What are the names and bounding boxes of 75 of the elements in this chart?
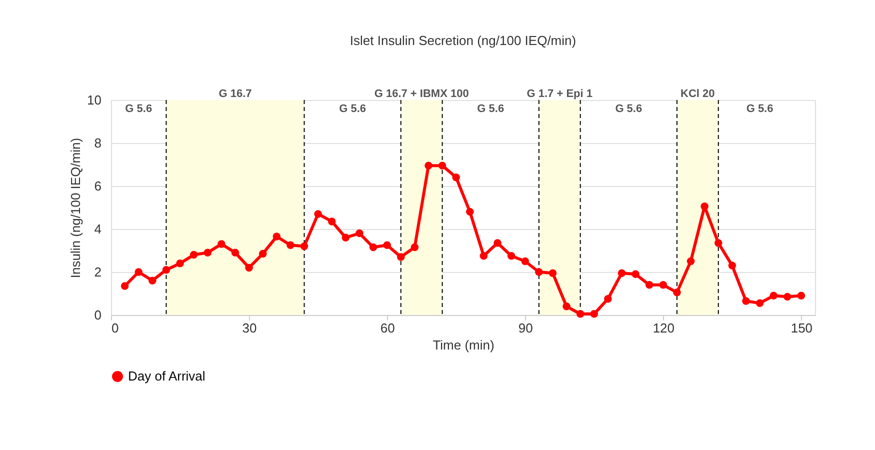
point	[162, 266, 170, 274]
point	[548, 269, 557, 277]
y-tick-label: 2	[94, 264, 102, 280]
x-tick-label: 60	[380, 320, 395, 336]
point	[714, 239, 722, 247]
y-tick-label: 10	[87, 92, 102, 108]
annotation: G 5.6	[477, 103, 504, 115]
point	[314, 210, 322, 218]
point	[590, 310, 598, 318]
point	[204, 248, 212, 257]
point	[562, 302, 570, 310]
point	[438, 162, 446, 170]
point	[452, 174, 460, 182]
point	[494, 239, 502, 247]
x-axis-title: Time (min)	[432, 338, 494, 352]
point	[770, 292, 778, 300]
point	[231, 248, 240, 257]
point	[148, 276, 156, 284]
x-tick-label: 150	[790, 320, 813, 336]
point	[245, 264, 253, 272]
y-tick-label: 6	[94, 178, 102, 194]
band-label: G 16.7	[218, 88, 252, 100]
point	[286, 241, 294, 249]
point	[328, 218, 336, 226]
point	[535, 268, 543, 276]
legend-label: Day of Arrival	[128, 368, 206, 384]
point	[632, 270, 640, 278]
point	[410, 243, 419, 252]
point	[134, 268, 142, 276]
point	[521, 257, 529, 266]
point	[218, 240, 226, 248]
point	[645, 281, 654, 289]
point	[272, 232, 281, 240]
point	[576, 310, 584, 318]
annotation: G 5.6	[125, 103, 152, 115]
point	[258, 250, 267, 258]
band-label: KCl 20	[680, 88, 715, 100]
point	[480, 252, 488, 260]
point	[756, 299, 764, 308]
point	[673, 288, 681, 296]
annotation: G 5.6	[615, 103, 642, 115]
y-tick-label: 8	[94, 136, 102, 150]
annotation: G 5.6	[746, 103, 774, 115]
band-label: G 1.7 + Epi 1	[526, 88, 592, 100]
y-tick-label: 4	[94, 222, 102, 236]
chart-title: Islet Insulin Secretion (ng/100 IEQ/min)	[350, 33, 576, 48]
point	[686, 257, 695, 266]
point	[424, 162, 432, 170]
point	[356, 229, 364, 238]
point	[604, 295, 612, 303]
point	[659, 281, 668, 289]
point	[742, 297, 750, 305]
x-tick-label: 120	[652, 320, 675, 336]
point	[466, 208, 474, 216]
x-tick-label: 30	[242, 320, 257, 336]
x-tick-label: 0	[112, 320, 119, 336]
point	[700, 202, 708, 210]
y-axis-title: Insulin (ng/100 IEQ/min)	[68, 138, 84, 278]
point	[784, 292, 792, 301]
point	[300, 242, 308, 250]
point	[383, 241, 391, 249]
band-label: G 16.7 + IBMX 100	[374, 88, 469, 100]
point	[728, 262, 736, 270]
point	[618, 269, 626, 277]
point	[190, 250, 198, 259]
point	[369, 243, 378, 252]
point	[507, 252, 516, 260]
point	[176, 260, 184, 268]
y-tick-label: 0	[94, 308, 102, 322]
x-tick-label: 90	[518, 320, 533, 336]
point	[797, 292, 806, 300]
annotation: G 5.6	[339, 103, 366, 115]
point	[342, 234, 350, 242]
point	[397, 253, 405, 261]
point	[120, 282, 129, 290]
